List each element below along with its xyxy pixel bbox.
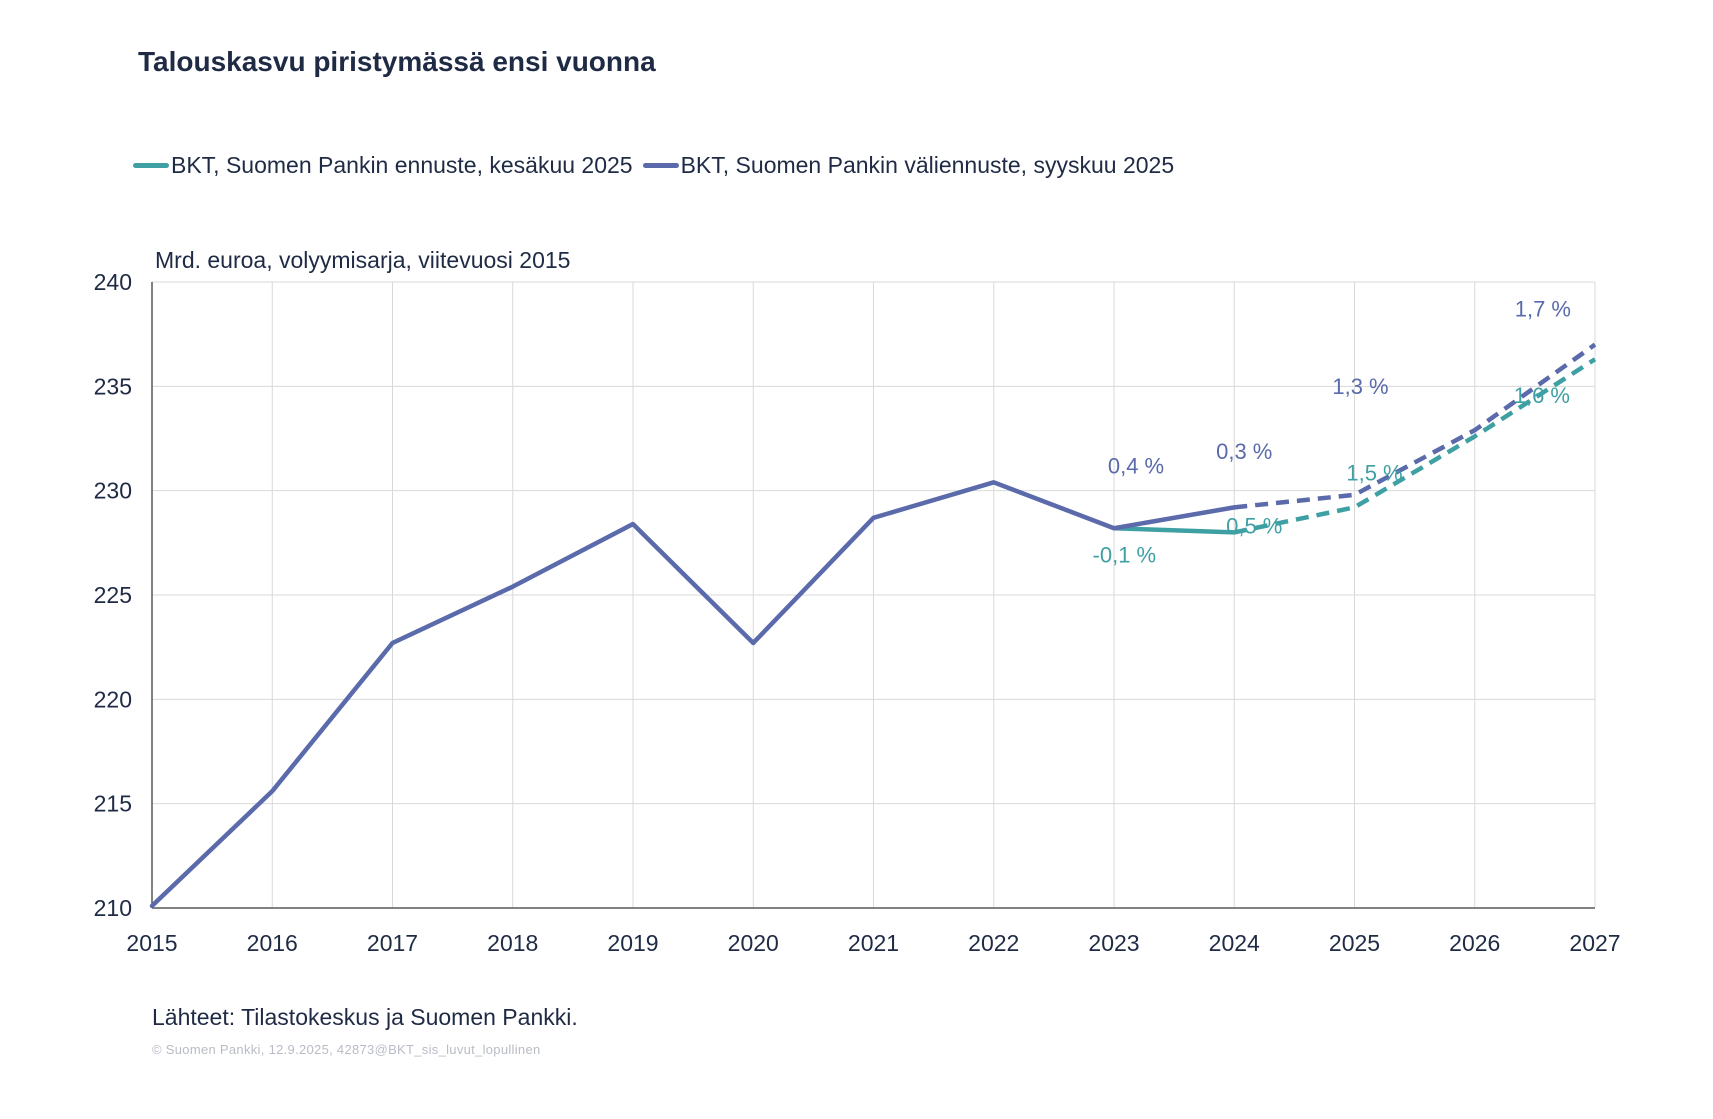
x-tick-label: 2015	[126, 930, 177, 956]
legend-label-sept: BKT, Suomen Pankin väliennuste, syyskuu …	[680, 152, 1175, 178]
y-tick-label: 240	[94, 269, 132, 295]
legend-label-june: BKT, Suomen Pankin ennuste, kesäkuu 2025	[171, 152, 633, 178]
x-tick-label: 2022	[968, 930, 1019, 956]
y-axis-ticks: 210 215 220 225 230 235 240	[94, 269, 132, 921]
x-tick-label: 2024	[1209, 930, 1260, 956]
data-label-june-2025: 0,5 %	[1226, 513, 1282, 538]
y-tick-label: 220	[94, 686, 132, 712]
data-label-sept-2025: 0,3 %	[1216, 439, 1272, 464]
y-tick-label: 235	[94, 373, 132, 399]
legend-swatch-sept	[642, 163, 679, 168]
series-line-sept-actual	[149, 480, 1237, 909]
y-tick-label: 230	[94, 478, 132, 504]
x-tick-label: 2016	[247, 930, 298, 956]
series-line-sept-forecast	[1234, 342, 1597, 510]
data-label-sept-2024: 0,4 %	[1108, 453, 1164, 478]
legend-item-june: BKT, Suomen Pankin ennuste, kesäkuu 2025	[133, 152, 633, 179]
copyright-note: © Suomen Pankki, 12.9.2025, 42873@BKT_si…	[152, 1042, 541, 1057]
x-tick-label: 2025	[1329, 930, 1380, 956]
data-label-june-2026: 1,5 %	[1346, 460, 1402, 485]
legend-swatch-june	[133, 163, 169, 168]
x-tick-label: 2017	[367, 930, 418, 956]
x-tick-label: 2020	[728, 930, 779, 956]
data-label-sept-2026: 1,3 %	[1332, 374, 1388, 399]
legend-item-sept: BKT, Suomen Pankin väliennuste, syyskuu …	[642, 152, 1175, 179]
data-label-june-2024: -0,1 %	[1093, 542, 1157, 567]
source-note: Lähteet: Tilastokeskus ja Suomen Pankki.	[152, 1004, 578, 1030]
x-axis-ticks: 2015 2016 2017 2018 2019 2020 2021 2022 2023 2024…	[126, 930, 1620, 956]
y-tick-label: 210	[94, 895, 132, 921]
x-tick-label: 2026	[1449, 930, 1500, 956]
y-tick-label: 215	[94, 791, 132, 817]
series-lines	[149, 342, 1597, 909]
x-tick-label: 2018	[487, 930, 538, 956]
x-tick-label: 2023	[1088, 930, 1139, 956]
x-tick-label: 2021	[848, 930, 899, 956]
y-axis-label: Mrd. euroa, volyymisarja, viitevuosi 201…	[155, 247, 570, 273]
y-tick-label: 225	[94, 582, 132, 608]
data-label-june-2027: 1,6 %	[1514, 383, 1570, 408]
legend: BKT, Suomen Pankin ennuste, kesäkuu 2025…	[133, 152, 1184, 179]
grid	[151, 281, 1596, 909]
data-labels: -0,1 % 0,5 % 1,5 % 1,6 % 0,4 % 0,3 % 1,3 % 1,7 …	[1093, 297, 1571, 568]
x-tick-label: 2027	[1569, 930, 1620, 956]
data-label-sept-2027: 1,7 %	[1515, 297, 1571, 322]
x-tick-label: 2019	[607, 930, 658, 956]
chart-title: Talouskasvu piristymässä ensi vuonna	[138, 46, 656, 77]
series-line-june-forecast	[1233, 357, 1597, 535]
series-line-june-actual	[1111, 525, 1237, 535]
